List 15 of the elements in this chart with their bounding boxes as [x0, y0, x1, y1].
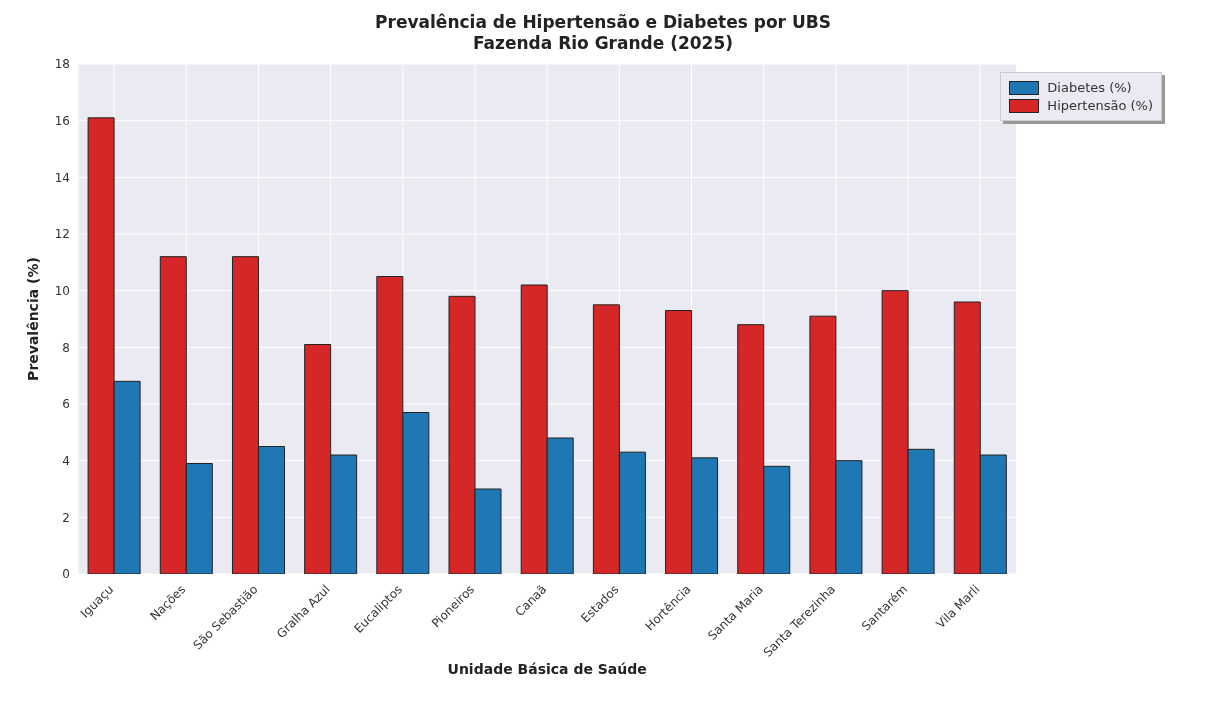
y-tick-label: 12 [54, 227, 70, 242]
y-tick-label: 10 [54, 283, 70, 298]
y-tick-label: 2 [62, 510, 70, 525]
y-tick-label: 8 [62, 340, 70, 355]
y-tick-label: 16 [54, 113, 70, 128]
legend-label: Diabetes (%) [1046, 80, 1133, 95]
x-axis-title: Unidade Básica de Saúde [447, 661, 647, 677]
y-tick-label: 4 [62, 453, 70, 468]
legend-label: Hipertensão (%) [1046, 98, 1153, 113]
chart-title: Prevalência de Hipertensão e Diabetes por UBS Fazenda Rio Grande (2025) [374, 12, 832, 54]
y-tick-label: 0 [62, 567, 70, 582]
y-tick-label: 14 [54, 170, 70, 185]
y-axis-title: Prevalência (%) [24, 257, 41, 381]
y-tick-label: 18 [54, 57, 70, 72]
y-tick-label: 6 [62, 397, 70, 412]
